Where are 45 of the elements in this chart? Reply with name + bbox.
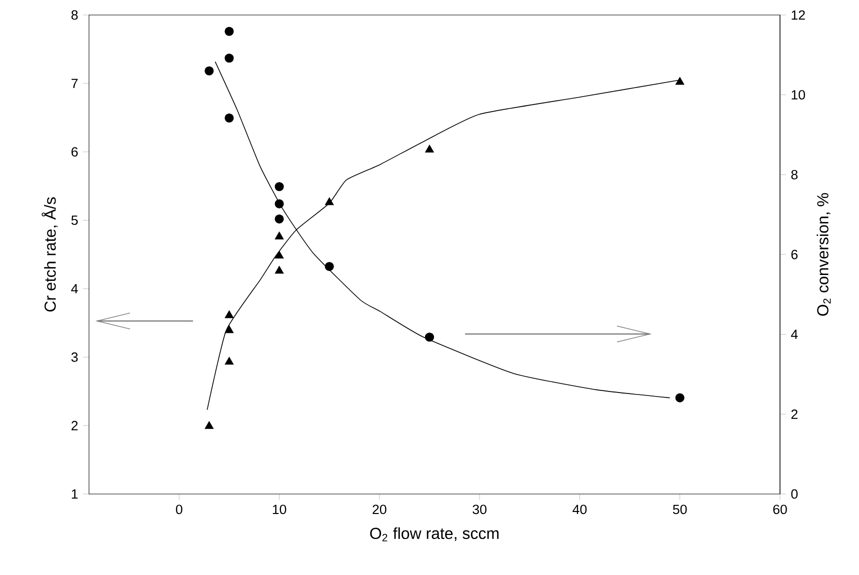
y2-tick-label: 2: [791, 410, 798, 419]
point: [204, 421, 214, 429]
x-tick-label: 30: [472, 504, 486, 514]
point: [675, 393, 684, 402]
x-tick-label: 0: [176, 504, 182, 514]
y-tick-label: 8: [71, 10, 78, 20]
point: [224, 325, 234, 334]
y2-tick-label: 8: [791, 170, 798, 180]
point: [324, 197, 334, 206]
point: [274, 182, 284, 192]
y2-axis-title: O$_{2}$ conversion, %: [816, 193, 831, 316]
x-tick-label: 60: [773, 504, 787, 514]
point: [675, 76, 684, 85]
point: [425, 144, 434, 152]
point: [274, 232, 284, 240]
y-tick-label: 1: [72, 489, 78, 499]
y-axis-title: Cr etch rate, Å/s: [42, 197, 58, 312]
y2-tick-label: 6: [791, 250, 798, 260]
y-tick-label: 7: [72, 78, 78, 88]
x-tick-label: 40: [572, 504, 587, 514]
y-tick-label: 2: [72, 420, 78, 430]
y-tick-label: 6: [72, 147, 78, 157]
point: [274, 214, 284, 224]
point: [204, 66, 214, 76]
y2-tick-label: 10: [792, 90, 806, 100]
y-tick-label: 4: [71, 284, 78, 294]
y2-tick-label: 0: [791, 489, 798, 499]
point: [274, 199, 284, 208]
point: [424, 332, 434, 342]
point: [224, 54, 234, 63]
y2-tick-label: 12: [792, 10, 805, 20]
x-axis-title: O$_{2}$ flow rate, sccm: [370, 527, 499, 542]
y2-tick-label: 4: [791, 330, 798, 339]
point: [224, 310, 234, 318]
y-tick-label: 5: [71, 216, 78, 225]
point: [224, 113, 234, 123]
x-tick-label: 20: [372, 504, 386, 514]
point: [224, 26, 234, 36]
point: [274, 250, 284, 259]
x-tick-label: 10: [272, 504, 286, 514]
point: [324, 262, 334, 272]
point: [224, 356, 234, 365]
y-tick-label: 3: [71, 352, 78, 362]
x-tick-label: 50: [672, 504, 687, 514]
point: [274, 266, 284, 274]
